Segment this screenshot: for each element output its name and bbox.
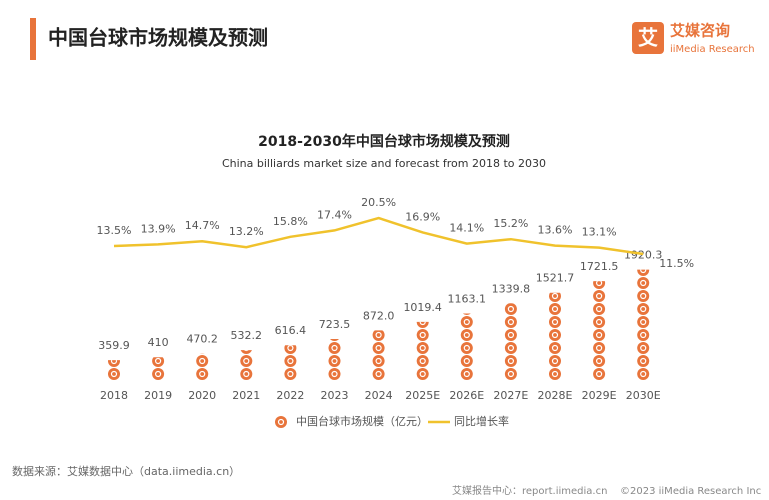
- x-tick-label: 2026E: [449, 389, 484, 402]
- value-label: 1521.7: [536, 272, 575, 285]
- value-label: 723.5: [319, 318, 351, 331]
- value-label: 13.2%: [229, 225, 264, 238]
- x-tick-label: 2029E: [582, 389, 617, 402]
- x-tick-label: 2019: [144, 389, 172, 402]
- legend-label: 同比增长率: [454, 414, 509, 428]
- logo-cn: 艾媒咨询: [670, 22, 730, 40]
- bar: [196, 353, 209, 380]
- bar: [549, 292, 561, 380]
- bar: [240, 350, 253, 380]
- value-label: 14.1%: [449, 222, 484, 235]
- x-tick-label: 2028E: [538, 389, 573, 402]
- bar: [416, 321, 429, 380]
- value-label: 616.4: [275, 324, 307, 337]
- value-label: 1163.1: [448, 293, 487, 306]
- value-label: 1721.5: [580, 260, 619, 273]
- value-label: 14.7%: [185, 219, 220, 232]
- value-label: 532.2: [231, 329, 263, 342]
- report: 艾媒报告中心：report.iimedia.cn: [452, 484, 607, 497]
- copyright: ©2023 iiMedia Research Inc: [620, 486, 761, 497]
- bar: [460, 313, 473, 380]
- value-label: 1920.3: [624, 249, 663, 262]
- value-label: 15.2%: [493, 217, 528, 230]
- bar: [284, 345, 297, 380]
- x-tick-label: 2030E: [626, 389, 661, 402]
- logo-en: iiMedia Research: [670, 44, 755, 55]
- x-tick-label: 2023: [321, 389, 349, 402]
- value-label: 470.2: [186, 333, 218, 346]
- bar: [372, 330, 385, 380]
- value-label: 15.8%: [273, 215, 308, 228]
- value-label: 13.1%: [582, 226, 617, 239]
- bar: [637, 269, 650, 380]
- value-label: 13.9%: [141, 222, 176, 235]
- value-label: 16.9%: [405, 210, 440, 223]
- x-tick-label: 2018: [100, 389, 128, 402]
- x-tick-label: 2022: [276, 389, 304, 402]
- legend-label: 中国台球市场规模（亿元）: [296, 414, 428, 428]
- value-label: 17.4%: [317, 208, 352, 221]
- legend-item: 同比增长率: [428, 414, 509, 428]
- value-label: 13.6%: [538, 224, 573, 237]
- value-label: 1339.8: [492, 282, 531, 295]
- x-tick-label: 2024: [365, 389, 393, 402]
- bar: [152, 357, 165, 380]
- bar: [328, 339, 341, 380]
- value-label: 13.5%: [97, 224, 132, 237]
- value-label: 20.5%: [361, 196, 396, 209]
- title-accent: [30, 18, 36, 60]
- legend-item: 中国台球市场规模（亿元）: [275, 414, 428, 428]
- value-label: 410: [148, 336, 169, 349]
- logo-box: [632, 22, 664, 54]
- bar: [108, 360, 120, 380]
- x-tick-label: 2027E: [493, 389, 528, 402]
- chart-subtitle: China billiards market size and forecast…: [222, 157, 546, 170]
- logo-mark: 艾: [638, 26, 658, 50]
- page-title: 中国台球市场规模及预测: [48, 26, 268, 50]
- value-label: 359.9: [98, 339, 130, 352]
- value-label: 11.5%: [659, 257, 694, 270]
- value-label: 872.0: [363, 309, 395, 322]
- chart-title: 2018-2030年中国台球市场规模及预测: [258, 133, 510, 150]
- bar: [504, 303, 517, 380]
- bar: [593, 281, 606, 380]
- x-tick-label: 2020: [188, 389, 216, 402]
- value-label: 1019.4: [403, 301, 442, 314]
- line: [113, 216, 644, 256]
- source: 数据来源：艾媒数据中心（data.iimedia.cn）: [12, 464, 240, 478]
- x-tick-label: 2021: [232, 389, 260, 402]
- x-tick-label: 2025E: [405, 389, 440, 402]
